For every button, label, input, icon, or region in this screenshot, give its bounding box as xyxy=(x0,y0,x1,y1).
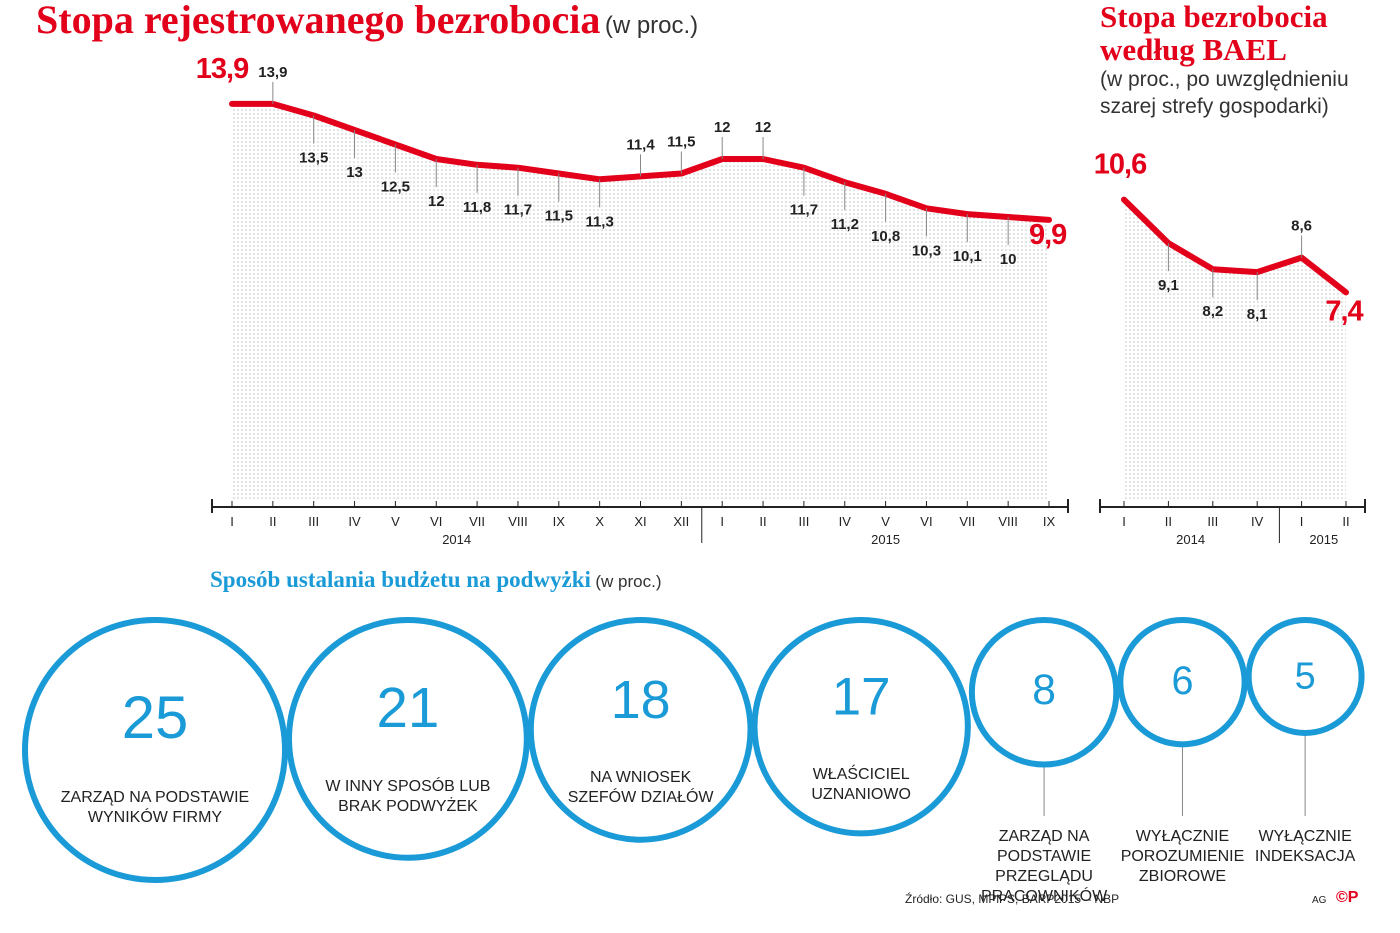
value-label: 13,5 xyxy=(299,150,328,167)
value-label-highlight: 7,4 xyxy=(1325,295,1363,327)
x-tick-label: IV xyxy=(1251,514,1264,529)
x-tick-label: II xyxy=(1165,514,1172,529)
value-label: 11,5 xyxy=(667,134,695,151)
x-tick-label: I xyxy=(1122,514,1126,529)
value-label: 12 xyxy=(714,119,731,136)
x-tick-label: XI xyxy=(634,514,646,529)
value-label: 13 xyxy=(346,164,363,181)
value-label-highlight: 9,9 xyxy=(1029,219,1067,251)
x-tick-label: IV xyxy=(348,514,361,529)
x-tick-label: VIII xyxy=(998,514,1018,529)
bubble-label: WŁAŚCICIEL UZNANIOWO xyxy=(811,765,911,803)
bubble-label: W INNY SPOSÓB LUB BRAK PODWYŻEK xyxy=(325,777,491,815)
bubble xyxy=(751,617,971,837)
x-tick-label: X xyxy=(595,514,604,529)
bubble-value: 6 xyxy=(1171,659,1193,703)
x-tick-label: V xyxy=(881,514,890,529)
area xyxy=(1124,199,1346,500)
logo: ©P xyxy=(1336,889,1359,906)
x-tick-label: II xyxy=(1342,514,1349,529)
bubble xyxy=(286,617,530,861)
chart-title: Stopa bezrobocia według BAEL xyxy=(1100,0,1328,67)
chart-subtitle: (w proc.) xyxy=(604,12,699,39)
x-tick-label: I xyxy=(230,514,234,529)
value-label: 11,4 xyxy=(626,136,655,153)
bubble-value: 21 xyxy=(376,676,439,739)
bubble-label: WYŁĄCZNIE INDEKSACJA xyxy=(1254,828,1356,865)
bubble xyxy=(1245,617,1365,736)
x-tick-label: II xyxy=(269,514,276,529)
x-tick-label: VII xyxy=(959,514,975,529)
value-label: 10,1 xyxy=(953,248,982,265)
value-label: 11,2 xyxy=(831,216,859,233)
value-label: 11,3 xyxy=(585,213,613,230)
value-label: 8,1 xyxy=(1247,306,1268,323)
value-label: 12 xyxy=(428,193,445,210)
value-label: 8,2 xyxy=(1202,303,1223,320)
x-tick-label: IX xyxy=(1043,514,1056,529)
x-tick-label: VII xyxy=(469,514,485,529)
year-label: 2014 xyxy=(442,532,471,547)
value-label-highlight: 10,6 xyxy=(1094,149,1147,181)
bubble-label: ZARZĄD NA PODSTAWIE WYNIKÓW FIRMY xyxy=(60,789,250,826)
chart-title: Sposób ustalania budżetu na podwyżki xyxy=(210,567,591,592)
bubble-label: NA WNIOSEK SZEFÓW DZIAŁÓW xyxy=(567,768,714,806)
value-label: 11,5 xyxy=(545,208,573,225)
value-label: 10 xyxy=(1000,251,1017,268)
chart-subtitle: (w proc.) xyxy=(595,572,662,591)
value-label: 10,8 xyxy=(871,228,900,245)
bubble-value: 18 xyxy=(611,670,671,730)
value-label: 11,8 xyxy=(463,199,491,216)
line xyxy=(1121,196,1349,296)
x-tick-label: VIII xyxy=(508,514,528,529)
title-row-1: Stopa rejestrowanego bezrobocia (w proc.… xyxy=(36,0,698,43)
value-label: 8,6 xyxy=(1291,218,1312,235)
value-label: 11,7 xyxy=(504,202,532,219)
bubble xyxy=(22,617,288,883)
x-tick-label: III xyxy=(1207,514,1218,529)
bubble-value: 25 xyxy=(122,684,189,751)
bubble-value: 17 xyxy=(832,668,891,727)
x-tick-label: V xyxy=(391,514,400,529)
bubble xyxy=(1117,617,1248,748)
title-row-3: Sposób ustalania budżetu na podwyżki (w … xyxy=(210,567,662,593)
value-label: 10,3 xyxy=(912,242,941,259)
x-tick-label: III xyxy=(308,514,319,529)
x-tick-label: XII xyxy=(673,514,689,529)
source: Źródło: GUS, MPiPS, BARP2015 – NBP xyxy=(905,892,1120,906)
chart-title: Stopa rejestrowanego bezrobocia xyxy=(36,0,601,42)
credit: AG xyxy=(1312,895,1327,906)
x-tick-label: VI xyxy=(920,514,932,529)
value-label: 11,7 xyxy=(790,202,818,219)
bubble-value: 5 xyxy=(1295,655,1316,697)
x-tick-label: IX xyxy=(553,514,566,529)
bubble xyxy=(527,617,754,843)
value-label: 13,9 xyxy=(258,64,287,81)
x-tick-label: I xyxy=(1300,514,1304,529)
bubble-label: ZARZĄD NA PODSTAWIE PRZEGLĄDU PRACOWNIKÓ… xyxy=(980,828,1108,905)
x-tick-label: VI xyxy=(430,514,442,529)
chart-subtitle: (w proc., po uwzględnieniu szarej strefy… xyxy=(1100,68,1349,118)
bubble-label: WYŁĄCZNIE POROZUMIENIE ZBIOROWE xyxy=(1120,828,1245,885)
year-label: 2015 xyxy=(1309,532,1338,547)
x-tick-label: I xyxy=(720,514,724,529)
bubble-value: 8 xyxy=(1032,666,1056,714)
value-label: 9,1 xyxy=(1158,277,1179,294)
value-label-highlight: 13,9 xyxy=(196,53,249,85)
year-label: 2014 xyxy=(1176,532,1205,547)
value-label: 12 xyxy=(755,119,772,136)
bubble xyxy=(968,617,1120,768)
x-tick-label: II xyxy=(759,514,766,529)
value-label: 12,5 xyxy=(381,179,410,196)
x-tick-label: III xyxy=(798,514,809,529)
x-tick-label: IV xyxy=(839,514,852,529)
year-label: 2015 xyxy=(871,532,900,547)
